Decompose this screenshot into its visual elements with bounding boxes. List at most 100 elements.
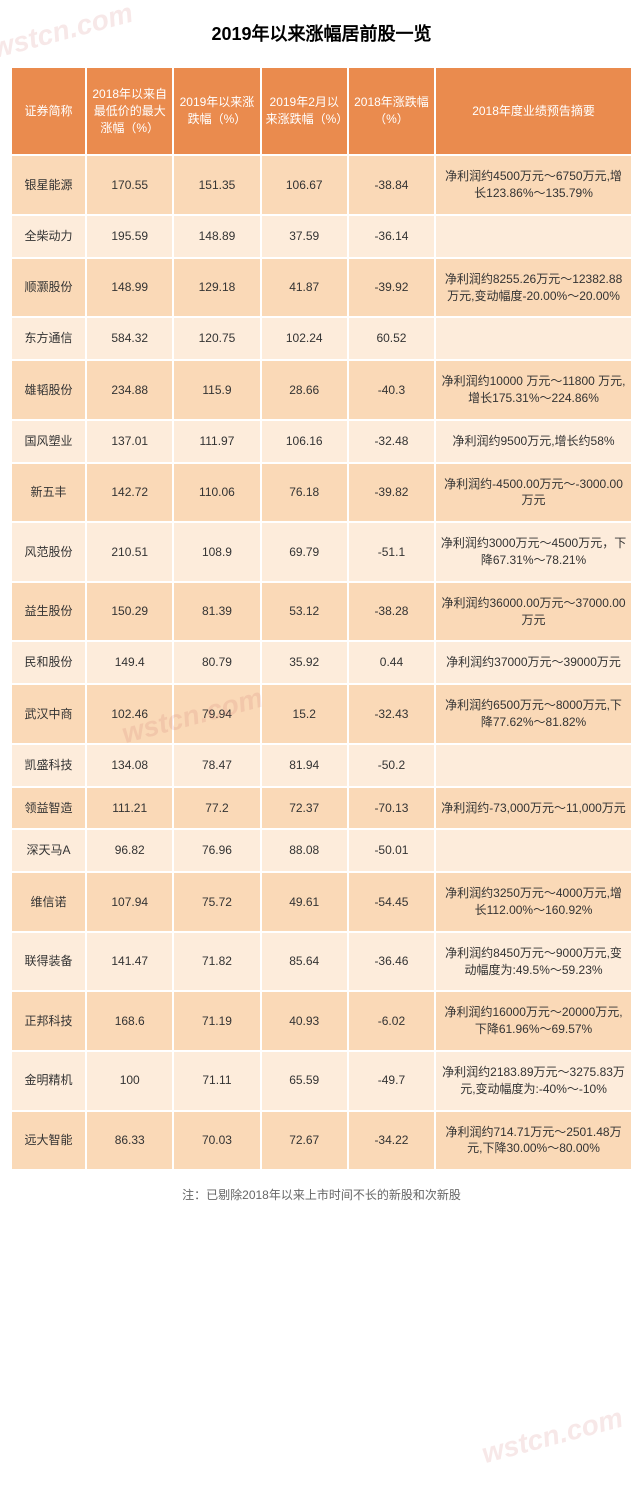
cell-stock-name: 新五丰 bbox=[12, 464, 85, 522]
cell-feb-change: 72.37 bbox=[262, 788, 347, 829]
table-container: 2019年以来涨幅居前股一览 证券简称 2018年以来自最低价的最大涨幅（%） … bbox=[0, 0, 643, 1213]
cell-stock-name: 远大智能 bbox=[12, 1112, 85, 1170]
cell-2018-change: -70.13 bbox=[349, 788, 434, 829]
cell-summary: 净利润约36000.00万元～37000.00万元 bbox=[436, 583, 631, 641]
cell-feb-change: 69.79 bbox=[262, 523, 347, 581]
cell-stock-name: 雄韬股份 bbox=[12, 361, 85, 419]
cell-max-rise: 149.4 bbox=[87, 642, 172, 683]
cell-stock-name: 银星能源 bbox=[12, 156, 85, 214]
cell-2018-change: -38.84 bbox=[349, 156, 434, 214]
cell-2018-change: -40.3 bbox=[349, 361, 434, 419]
cell-2019-change: 148.89 bbox=[174, 216, 259, 257]
cell-summary: 净利润约8255.26万元～12382.88万元,变动幅度-20.00%～20.… bbox=[436, 259, 631, 317]
cell-feb-change: 106.16 bbox=[262, 421, 347, 462]
table-row: 联得装备141.4771.8285.64-36.46净利润约8450万元～900… bbox=[12, 933, 631, 991]
cell-stock-name: 国风塑业 bbox=[12, 421, 85, 462]
cell-stock-name: 全柴动力 bbox=[12, 216, 85, 257]
cell-max-rise: 86.33 bbox=[87, 1112, 172, 1170]
cell-summary: 净利润约2183.89万元～3275.83万元,变动幅度为:-40%～-10% bbox=[436, 1052, 631, 1110]
cell-feb-change: 88.08 bbox=[262, 830, 347, 871]
cell-2018-change: -54.45 bbox=[349, 873, 434, 931]
cell-summary: 净利润约6500万元～8000万元,下降77.62%～81.82% bbox=[436, 685, 631, 743]
cell-2018-change: -50.01 bbox=[349, 830, 434, 871]
cell-2018-change: -6.02 bbox=[349, 992, 434, 1050]
cell-max-rise: 195.59 bbox=[87, 216, 172, 257]
cell-stock-name: 维信诺 bbox=[12, 873, 85, 931]
cell-2019-change: 70.03 bbox=[174, 1112, 259, 1170]
col-header-2018-change: 2018年涨跌幅（%） bbox=[349, 68, 434, 154]
cell-2018-change: -38.28 bbox=[349, 583, 434, 641]
cell-feb-change: 15.2 bbox=[262, 685, 347, 743]
table-row: 武汉中商102.4679.9415.2-32.43净利润约6500万元～8000… bbox=[12, 685, 631, 743]
cell-2019-change: 111.97 bbox=[174, 421, 259, 462]
cell-feb-change: 28.66 bbox=[262, 361, 347, 419]
cell-summary: 净利润约-4500.00万元～-3000.00万元 bbox=[436, 464, 631, 522]
table-row: 金明精机10071.1165.59-49.7净利润约2183.89万元～3275… bbox=[12, 1052, 631, 1110]
cell-2019-change: 71.19 bbox=[174, 992, 259, 1050]
table-row: 民和股份149.480.7935.920.44净利润约37000万元～39000… bbox=[12, 642, 631, 683]
cell-feb-change: 53.12 bbox=[262, 583, 347, 641]
cell-max-rise: 210.51 bbox=[87, 523, 172, 581]
col-header-feb-change: 2019年2月以来涨跌幅（%） bbox=[262, 68, 347, 154]
cell-2019-change: 75.72 bbox=[174, 873, 259, 931]
cell-summary: 净利润约16000万元～20000万元,下降61.96%～69.57% bbox=[436, 992, 631, 1050]
cell-2019-change: 120.75 bbox=[174, 318, 259, 359]
table-row: 领益智造111.2177.272.37-70.13净利润约-73,000万元～1… bbox=[12, 788, 631, 829]
cell-2018-change: -32.48 bbox=[349, 421, 434, 462]
table-row: 远大智能86.3370.0372.67-34.22净利润约714.71万元～25… bbox=[12, 1112, 631, 1170]
cell-max-rise: 96.82 bbox=[87, 830, 172, 871]
cell-2019-change: 129.18 bbox=[174, 259, 259, 317]
cell-summary: 净利润约714.71万元～2501.48万元,下降30.00%～80.00% bbox=[436, 1112, 631, 1170]
cell-max-rise: 107.94 bbox=[87, 873, 172, 931]
page-title: 2019年以来涨幅居前股一览 bbox=[10, 20, 633, 46]
cell-feb-change: 72.67 bbox=[262, 1112, 347, 1170]
cell-max-rise: 137.01 bbox=[87, 421, 172, 462]
cell-max-rise: 142.72 bbox=[87, 464, 172, 522]
cell-summary: 净利润约10000 万元～11800 万元,增长175.31%～224.86% bbox=[436, 361, 631, 419]
cell-2018-change: -50.2 bbox=[349, 745, 434, 786]
table-row: 正邦科技168.671.1940.93-6.02净利润约16000万元～2000… bbox=[12, 992, 631, 1050]
cell-summary: 净利润约3250万元～4000万元,增长112.00%～160.92% bbox=[436, 873, 631, 931]
cell-max-rise: 584.32 bbox=[87, 318, 172, 359]
table-body: 银星能源170.55151.35106.67-38.84净利润约4500万元～6… bbox=[12, 156, 631, 1169]
cell-summary: 净利润约3000万元～4500万元，下降67.31%～78.21% bbox=[436, 523, 631, 581]
cell-2019-change: 78.47 bbox=[174, 745, 259, 786]
cell-summary bbox=[436, 216, 631, 257]
cell-2019-change: 71.82 bbox=[174, 933, 259, 991]
cell-stock-name: 武汉中商 bbox=[12, 685, 85, 743]
cell-max-rise: 168.6 bbox=[87, 992, 172, 1050]
table-header-row: 证券简称 2018年以来自最低价的最大涨幅（%） 2019年以来涨跌幅（%） 2… bbox=[12, 68, 631, 154]
cell-2018-change: -51.1 bbox=[349, 523, 434, 581]
cell-2019-change: 151.35 bbox=[174, 156, 259, 214]
cell-2018-change: -32.43 bbox=[349, 685, 434, 743]
cell-2018-change: 0.44 bbox=[349, 642, 434, 683]
cell-feb-change: 37.59 bbox=[262, 216, 347, 257]
cell-summary: 净利润约9500万元,增长约58% bbox=[436, 421, 631, 462]
cell-feb-change: 41.87 bbox=[262, 259, 347, 317]
table-row: 新五丰142.72110.0676.18-39.82净利润约-4500.00万元… bbox=[12, 464, 631, 522]
cell-feb-change: 81.94 bbox=[262, 745, 347, 786]
cell-feb-change: 106.67 bbox=[262, 156, 347, 214]
cell-stock-name: 正邦科技 bbox=[12, 992, 85, 1050]
table-row: 风范股份210.51108.969.79-51.1净利润约3000万元～4500… bbox=[12, 523, 631, 581]
cell-2018-change: -36.46 bbox=[349, 933, 434, 991]
cell-max-rise: 148.99 bbox=[87, 259, 172, 317]
cell-feb-change: 65.59 bbox=[262, 1052, 347, 1110]
cell-2019-change: 77.2 bbox=[174, 788, 259, 829]
cell-stock-name: 凯盛科技 bbox=[12, 745, 85, 786]
cell-feb-change: 49.61 bbox=[262, 873, 347, 931]
table-row: 国风塑业137.01111.97106.16-32.48净利润约9500万元,增… bbox=[12, 421, 631, 462]
cell-max-rise: 102.46 bbox=[87, 685, 172, 743]
cell-stock-name: 领益智造 bbox=[12, 788, 85, 829]
cell-2019-change: 81.39 bbox=[174, 583, 259, 641]
cell-feb-change: 102.24 bbox=[262, 318, 347, 359]
col-header-max-rise: 2018年以来自最低价的最大涨幅（%） bbox=[87, 68, 172, 154]
cell-max-rise: 170.55 bbox=[87, 156, 172, 214]
cell-feb-change: 40.93 bbox=[262, 992, 347, 1050]
cell-max-rise: 150.29 bbox=[87, 583, 172, 641]
cell-2019-change: 115.9 bbox=[174, 361, 259, 419]
table-row: 顺灏股份148.99129.1841.87-39.92净利润约8255.26万元… bbox=[12, 259, 631, 317]
cell-stock-name: 联得装备 bbox=[12, 933, 85, 991]
cell-feb-change: 85.64 bbox=[262, 933, 347, 991]
cell-2019-change: 76.96 bbox=[174, 830, 259, 871]
